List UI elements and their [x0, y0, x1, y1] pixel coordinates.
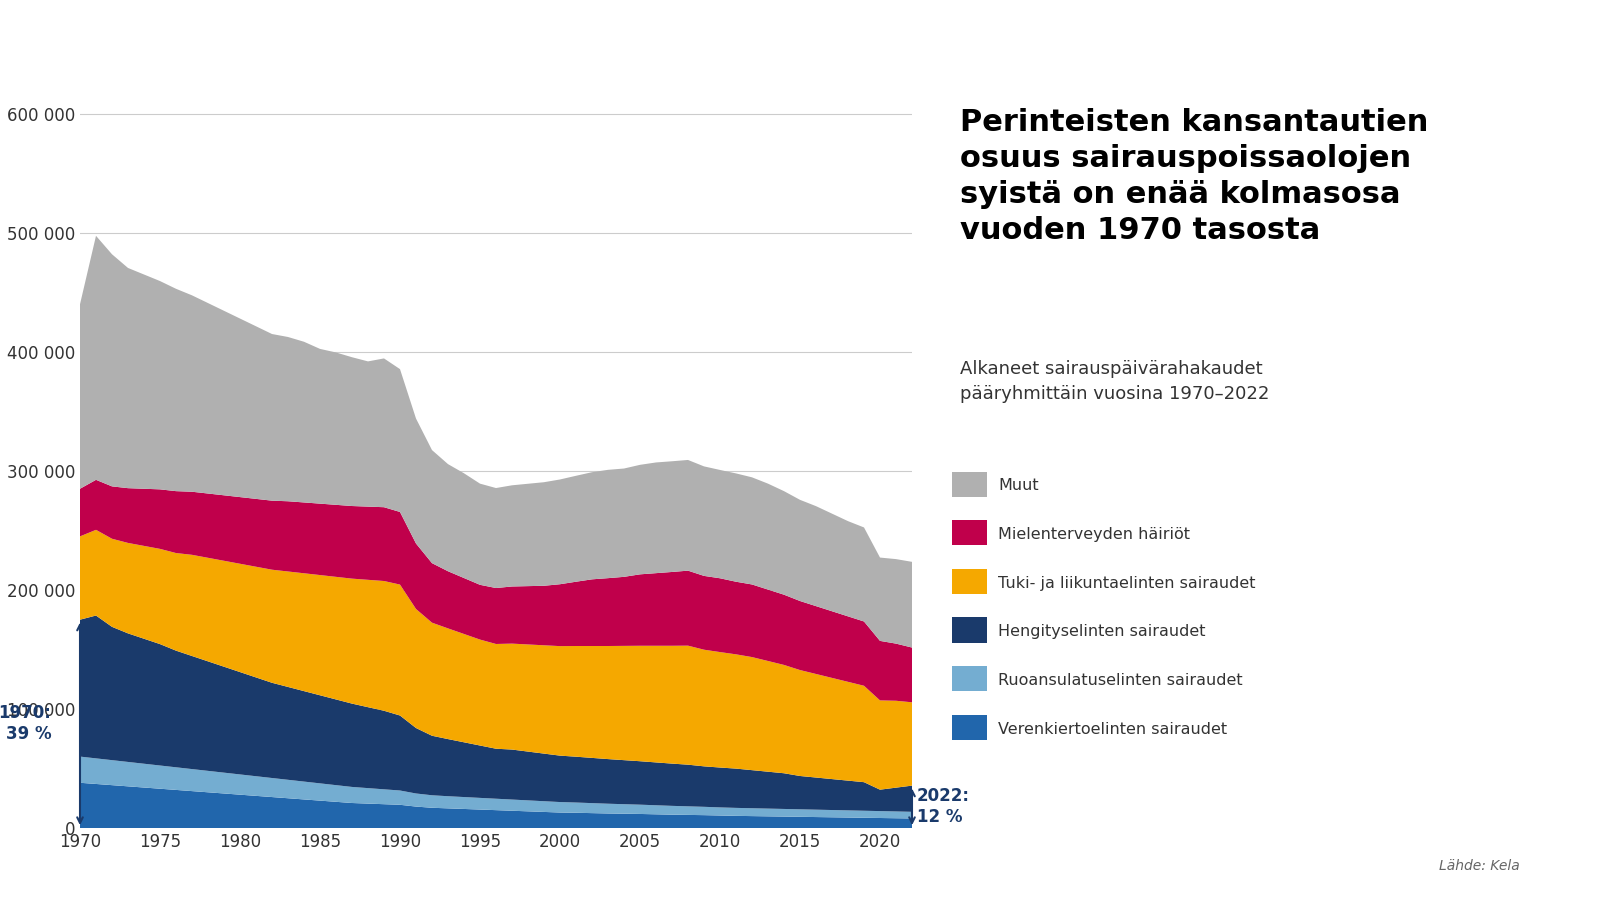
- Text: Verenkiertoelinten sairaudet: Verenkiertoelinten sairaudet: [998, 722, 1227, 736]
- Text: Perinteisten kansantautien
osuus sairauspoissaolojen
syistä on enää kolmasosa
vu: Perinteisten kansantautien osuus sairaus…: [960, 108, 1429, 245]
- Text: Ruoansulatuselinten sairaudet: Ruoansulatuselinten sairaudet: [998, 673, 1243, 688]
- Text: 1970:
39 %: 1970: 39 %: [0, 705, 51, 743]
- Text: 2022:
12 %: 2022: 12 %: [917, 788, 970, 826]
- Text: Alkaneet sairauspäivärahakaudet
pääryhmittäin vuosina 1970–2022: Alkaneet sairauspäivärahakaudet pääryhmi…: [960, 360, 1269, 403]
- Text: Tuki- ja liikuntaelinten sairaudet: Tuki- ja liikuntaelinten sairaudet: [998, 576, 1256, 590]
- Text: Muut: Muut: [998, 479, 1038, 493]
- Text: Mielenterveyden häiriöt: Mielenterveyden häiriöt: [998, 527, 1190, 542]
- Text: Hengityselinten sairaudet: Hengityselinten sairaudet: [998, 625, 1206, 639]
- Text: Lähde: Kela: Lähde: Kela: [1440, 859, 1520, 873]
